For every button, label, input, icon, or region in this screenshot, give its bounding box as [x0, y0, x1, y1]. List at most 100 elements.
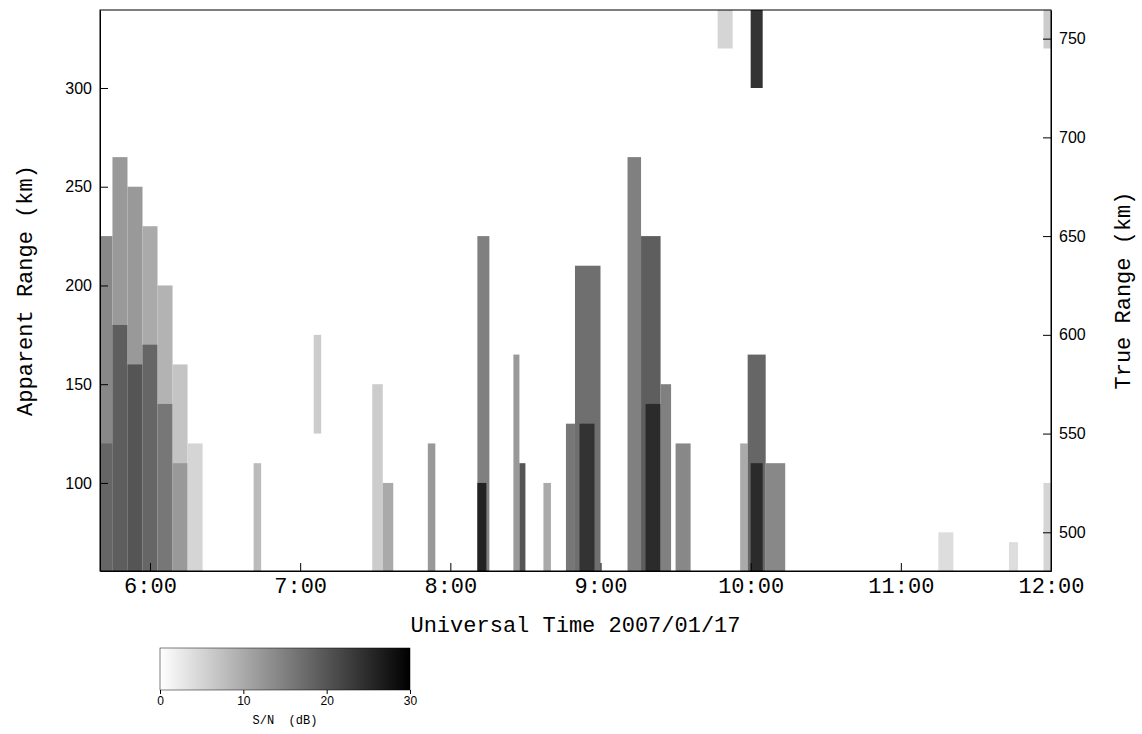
tick-label: 650	[1059, 228, 1086, 245]
tick: 500	[1043, 524, 1086, 541]
tick: 200	[65, 277, 108, 294]
colorbar-title: S/N (dB)	[253, 714, 318, 728]
cell	[566, 424, 575, 571]
cell	[112, 157, 127, 571]
cell	[254, 463, 262, 571]
tick-mark	[450, 563, 451, 571]
tick-mark	[100, 285, 108, 286]
tick-label: 250	[65, 178, 92, 195]
tick-label: 100	[65, 475, 92, 492]
tick-mark	[1043, 434, 1051, 435]
tick-label: 11:00	[868, 575, 934, 600]
cell	[519, 463, 525, 571]
tick: 0	[157, 690, 164, 708]
cell	[383, 483, 394, 571]
tick-label: 30	[404, 694, 418, 708]
axis-line	[1051, 11, 1052, 572]
tick: 100	[65, 475, 108, 492]
y2-axis-title: True Range (km)	[1112, 191, 1137, 389]
tick-label: 9:00	[575, 575, 628, 600]
cell	[628, 157, 642, 571]
axis-line	[161, 690, 411, 691]
axis-line	[101, 571, 1052, 572]
cell	[718, 10, 733, 49]
tick: 10	[237, 690, 251, 708]
tick-label: 12:00	[1018, 575, 1084, 600]
cell	[661, 384, 672, 571]
colorbar-axis: 0 10 20 30	[157, 690, 417, 708]
tick: 6:00	[124, 563, 177, 600]
cell	[579, 424, 594, 571]
cell	[938, 532, 953, 571]
axis-line	[100, 11, 101, 572]
tick-label: 700	[1059, 129, 1086, 146]
x-axis-title: Universal Time 2007/01/17	[410, 614, 740, 639]
tick-label: 600	[1059, 326, 1086, 343]
tick-mark	[1043, 137, 1051, 138]
tick-label: 550	[1059, 425, 1086, 442]
tick-label: 500	[1059, 524, 1086, 541]
cell	[1043, 10, 1051, 49]
cells	[100, 10, 1051, 571]
cell	[1043, 483, 1051, 571]
cell	[173, 463, 188, 571]
cell	[766, 463, 786, 571]
tick: 8:00	[424, 563, 477, 600]
tick-mark	[601, 563, 602, 571]
tick-mark	[150, 563, 151, 571]
cell	[676, 443, 691, 571]
tick-mark	[100, 384, 108, 385]
cell	[1009, 542, 1018, 571]
tick-mark	[1043, 335, 1051, 336]
tick-label: 6:00	[124, 575, 177, 600]
tick: 10:00	[718, 563, 784, 600]
tick: 9:00	[575, 563, 628, 600]
tick: 7:00	[274, 563, 327, 600]
cell	[543, 483, 551, 571]
tick-mark	[1043, 532, 1051, 533]
cell	[173, 364, 188, 571]
tick-label: 7:00	[274, 575, 327, 600]
cell	[127, 364, 142, 571]
cell	[100, 443, 112, 571]
tick: 250	[65, 178, 108, 195]
cell	[575, 266, 601, 571]
colorbar	[160, 648, 410, 690]
cell	[477, 236, 489, 571]
tick-mark	[1043, 39, 1051, 40]
chart: 6:007:008:009:0010:0011:0012:00100150200…	[0, 0, 1142, 734]
cell	[751, 10, 763, 88]
tick: 30	[404, 690, 418, 708]
x-axis: 6:00 7:00 8:00 9:00 10:00 11:00 12:00	[101, 563, 1085, 600]
cell	[314, 335, 322, 434]
tick-mark	[1043, 236, 1051, 237]
tick-label: 150	[65, 376, 92, 393]
tick-label: 10	[237, 694, 251, 708]
y-axis: 100 150 200 250 300	[65, 11, 108, 572]
cell	[100, 236, 112, 571]
cell	[158, 285, 173, 571]
tick: 11:00	[868, 563, 934, 600]
tick-mark	[100, 187, 108, 188]
cell	[748, 355, 766, 571]
cell	[372, 384, 383, 571]
cell	[112, 325, 127, 571]
tick: 650	[1043, 228, 1086, 245]
cell	[158, 404, 173, 571]
tick: 20	[320, 690, 334, 708]
tick: 700	[1043, 129, 1086, 146]
y2-axis: 500 550 600 650 700 750	[1043, 11, 1086, 572]
tick-label: 200	[65, 277, 92, 294]
cell	[127, 187, 142, 571]
cell	[142, 226, 157, 571]
tick-label: 20	[320, 694, 334, 708]
cell	[751, 463, 763, 571]
tick: 150	[65, 376, 108, 393]
tick-mark	[100, 88, 108, 89]
tick-label: 300	[65, 80, 92, 97]
cell	[477, 483, 486, 571]
cell	[740, 443, 748, 571]
tick: 750	[1043, 30, 1086, 47]
tick-label: 10:00	[718, 575, 784, 600]
tick: 600	[1043, 326, 1086, 343]
